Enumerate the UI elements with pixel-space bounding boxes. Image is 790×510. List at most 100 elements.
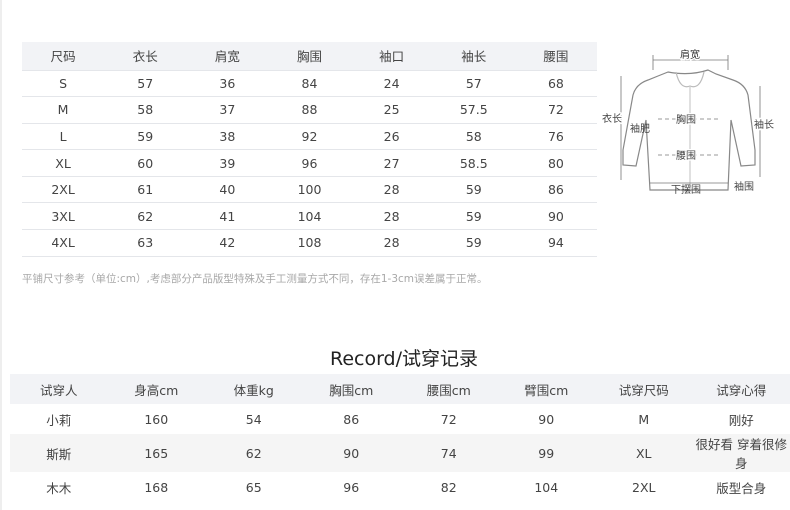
table-cell: 104 [268, 202, 351, 231]
table-cell: 40 [186, 176, 269, 204]
record-title: Record/试穿记录 [329, 348, 479, 370]
table-cell: 28 [350, 176, 433, 204]
table-row: 3XL 62 41 104 28 59 90 [22, 202, 597, 231]
table-cell: 41 [186, 202, 269, 231]
table-row: 小莉 160 54 86 72 90 M 刚好 [10, 404, 790, 434]
table-cell: 27 [350, 149, 433, 177]
label-sleeve-length: 袖长 [754, 118, 774, 131]
table-cell: 木木 [46, 480, 72, 496]
table-cell: 62 [205, 434, 303, 472]
column-header: 试穿人 [10, 374, 108, 404]
table-row: 2XL 61 40 100 28 59 86 [22, 176, 597, 204]
table-cell: 104 [534, 479, 559, 495]
table-cell: 90 [514, 202, 597, 231]
table-row: S 57 36 84 24 57 68 [22, 70, 597, 98]
label-chest: 胸围 [676, 113, 696, 126]
label-sleeve-width: 袖肥 [630, 122, 650, 135]
table-cell: 92 [268, 123, 351, 151]
table-cell: M [638, 411, 650, 427]
table-cell: 59 [432, 176, 515, 204]
table-cell: 59 [432, 202, 515, 231]
table-row: 木木 168 65 96 82 104 2XL 版型合身 [10, 472, 790, 502]
table-cell: 57.5 [432, 96, 515, 124]
table-cell: 84 [268, 70, 351, 98]
garment-measurement-diagram: 肩宽 衣长 袖肥 胸围 腰围 下摆围 袖长 袖围 [601, 47, 776, 197]
table-cell: 96 [343, 479, 360, 495]
measurement-note: 平铺尺寸参考（单位:cm）,考虑部分产品版型特殊及手工测量方式不同，存在1-3c… [22, 273, 488, 285]
table-cell: 28 [350, 229, 433, 257]
column-header: 体重kg [205, 374, 303, 404]
column-header: 尺码 [22, 42, 105, 71]
table-cell: 版型合身 [716, 480, 767, 496]
table-cell: 86 [514, 176, 597, 204]
table-cell: 59 [432, 229, 515, 257]
label-cuff: 袖围 [734, 180, 754, 193]
table-cell: 90 [302, 434, 400, 472]
table-cell: 108 [268, 229, 351, 257]
table-cell: XL [595, 434, 693, 472]
table-cell: 94 [514, 229, 597, 257]
column-header: 试穿尺码 [595, 374, 693, 404]
table-cell: 58 [432, 123, 515, 151]
column-header: 臂围cm [497, 374, 595, 404]
table-cell: 3XL [22, 202, 105, 231]
table-cell: 82 [440, 479, 457, 495]
table-cell: 65 [245, 479, 262, 495]
table-cell: 2XL [632, 479, 656, 495]
table-cell: 39 [186, 149, 269, 177]
table-cell: S [22, 70, 105, 98]
table-cell: 26 [350, 123, 433, 151]
table-cell: 59 [104, 123, 187, 151]
table-row: XL 60 39 96 27 58.5 80 [22, 149, 597, 177]
table-cell: 38 [186, 123, 269, 151]
table-cell: 58 [104, 96, 187, 124]
table-cell: 63 [104, 229, 187, 257]
size-table-header: 尺码 衣长 肩宽 胸围 袖口 袖长 腰围 [22, 42, 597, 71]
table-cell: 57 [432, 70, 515, 98]
column-header: 腰围 [514, 42, 597, 71]
table-cell: 60 [104, 149, 187, 177]
table-cell: XL [22, 149, 105, 177]
table-cell: 68 [514, 70, 597, 98]
column-header: 腰围cm [400, 374, 498, 404]
table-cell: 99 [497, 434, 595, 472]
table-cell: 80 [514, 149, 597, 177]
table-cell: 4XL [22, 229, 105, 257]
table-cell: 58.5 [432, 149, 515, 177]
table-cell: 72 [514, 96, 597, 124]
table-cell: 36 [186, 70, 269, 98]
label-shoulder: 肩宽 [680, 48, 700, 61]
table-cell: 168 [144, 479, 169, 495]
column-header: 袖长 [432, 42, 515, 71]
table-cell: 96 [268, 149, 351, 177]
table-cell: 24 [350, 70, 433, 98]
table-row: L 59 38 92 26 58 76 [22, 123, 597, 151]
table-cell: 54 [245, 411, 262, 427]
table-cell: 160 [144, 411, 169, 427]
column-header: 胸围 [268, 42, 351, 71]
table-cell: 88 [268, 96, 351, 124]
table-cell: 25 [350, 96, 433, 124]
table-cell: 62 [104, 202, 187, 231]
table-cell: 2XL [22, 176, 105, 204]
table-cell: 76 [514, 123, 597, 151]
table-cell: 28 [350, 202, 433, 231]
table-cell: 斯斯 [10, 434, 108, 472]
table-cell: 74 [400, 434, 498, 472]
label-waist: 腰围 [676, 150, 696, 162]
table-cell: M [22, 96, 105, 124]
table-cell: L [22, 123, 105, 151]
table-cell: 165 [107, 434, 205, 472]
left-border [0, 0, 2, 510]
column-header: 袖口 [350, 42, 433, 71]
label-hem: 下摆围 [671, 183, 701, 196]
column-header: 试穿心得 [692, 374, 790, 404]
record-table-header: 试穿人 身高cm 体重kg 胸围cm 腰围cm 臂围cm 试穿尺码 试穿心得 [10, 374, 790, 404]
size-table: 尺码 衣长 肩宽 胸围 袖口 袖长 腰围 S 57 36 84 24 57 68 M 58 37 88 25 57.… [22, 42, 597, 257]
table-cell: 86 [343, 411, 360, 427]
table-cell: 90 [538, 411, 555, 427]
column-header: 肩宽 [186, 42, 269, 71]
table-cell: 小莉 [46, 412, 72, 428]
table-cell: 很好看 穿着很修身 [692, 434, 790, 472]
table-row: 4XL 63 42 108 28 59 94 [22, 229, 597, 257]
